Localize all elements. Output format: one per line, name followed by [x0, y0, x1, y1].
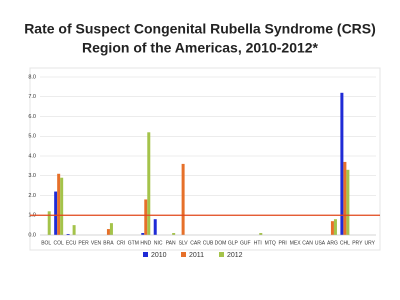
x-tick-label: CHL	[340, 240, 350, 246]
x-tick-label: USA	[315, 240, 326, 246]
x-tick-label: DOM	[215, 240, 227, 246]
bar	[259, 233, 263, 235]
x-tick-label: HTI	[254, 240, 262, 246]
y-tick-label: 3.0	[28, 173, 36, 179]
bar	[141, 233, 145, 235]
legend-swatch	[219, 252, 224, 257]
x-tick-label: MTQ	[265, 240, 276, 246]
x-tick-label: BOL	[41, 240, 51, 246]
bar	[330, 221, 334, 235]
bar	[109, 223, 113, 235]
x-tick-label: CAR	[190, 240, 201, 246]
x-tick-label: CUB	[203, 240, 214, 246]
x-tick-label: PRI	[278, 240, 286, 246]
bar	[54, 191, 58, 235]
x-tick-label: GUF	[240, 240, 251, 246]
x-tick-label: URY	[365, 240, 376, 246]
legend-label: 2012	[227, 252, 243, 259]
x-tick-label: PRY	[352, 240, 363, 246]
x-tick-label: NIC	[154, 240, 163, 246]
bar	[106, 229, 110, 235]
bar	[153, 219, 157, 235]
chart-subtitle: Region of the Americas, 2010-2012*	[82, 40, 319, 56]
y-tick-label: 5.0	[28, 134, 36, 140]
y-tick-label: 6.0	[28, 114, 36, 120]
x-tick-label: PER	[78, 240, 89, 246]
bar	[181, 163, 185, 235]
bar	[47, 211, 51, 235]
y-tick-label: 0.0	[28, 232, 36, 238]
x-tick-label: MEX	[290, 240, 302, 246]
x-tick-label: ECU	[66, 240, 77, 246]
legend-swatch	[143, 252, 148, 257]
legend-label: 2010	[151, 252, 167, 259]
y-tick-label: 8.0	[28, 74, 36, 80]
y-tick-label: 4.0	[28, 153, 36, 159]
chart-title: Rate of Suspect Congenital Rubella Syndr…	[24, 21, 376, 37]
plot-frame	[29, 67, 381, 251]
bar	[346, 169, 350, 235]
x-tick-label: BRA	[103, 240, 114, 246]
bar	[72, 225, 76, 235]
y-tick-label: 2.0	[28, 193, 36, 199]
x-tick-label: HND	[140, 240, 151, 246]
bar	[57, 173, 61, 235]
bar	[147, 132, 151, 235]
legend-label: 2011	[189, 252, 204, 259]
bar	[144, 199, 148, 235]
bar	[172, 233, 176, 235]
legend-swatch	[181, 252, 186, 257]
x-tick-label: GLP	[228, 240, 239, 246]
x-tick-label: VEN	[91, 240, 102, 246]
bar	[333, 219, 337, 235]
x-tick-label: CAN	[302, 240, 313, 246]
bar	[66, 234, 70, 235]
x-tick-label: PAN	[166, 240, 176, 246]
x-tick-label: GTM	[128, 240, 139, 246]
y-tick-label: 7.0	[28, 94, 36, 100]
x-tick-label: COL	[54, 240, 65, 246]
bar	[343, 161, 347, 235]
bar	[60, 177, 64, 235]
x-tick-label: SLV	[179, 240, 189, 246]
x-tick-label: ARG	[327, 240, 338, 246]
bar	[340, 92, 344, 235]
x-tick-label: CRI	[117, 240, 126, 246]
